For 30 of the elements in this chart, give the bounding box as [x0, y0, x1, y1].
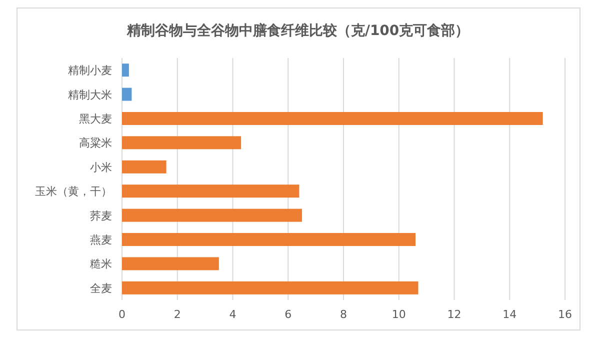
bar [122, 281, 418, 294]
bar [122, 112, 543, 125]
y-tick-label: 全麦 [90, 282, 112, 295]
x-tick-label: 8 [340, 308, 347, 321]
bar [122, 257, 219, 270]
x-tick-label: 6 [284, 308, 292, 321]
x-tick-label: 10 [392, 308, 406, 321]
bar [122, 160, 166, 174]
y-tick-label: 燕麦 [90, 234, 112, 246]
y-tick-label: 荞麦 [90, 209, 112, 222]
bar [122, 136, 242, 150]
bar [122, 233, 416, 246]
x-tick-label: 14 [502, 308, 517, 321]
y-tick-label: 精制大米 [68, 88, 112, 102]
bar [122, 64, 129, 77]
bar [122, 184, 300, 198]
y-tick-label: 黑大麦 [79, 112, 112, 126]
y-tick-label: 糙米 [90, 258, 112, 271]
x-tick-label: 12 [447, 308, 462, 321]
bar [122, 88, 132, 101]
y-tick-label: 小米 [90, 160, 112, 174]
y-tick-label: 玉米（黄，干） [35, 185, 112, 198]
bar [122, 208, 302, 222]
x-tick-label: 0 [118, 308, 126, 321]
x-tick-label: 2 [174, 308, 181, 321]
y-tick-label: 高粱米 [79, 136, 112, 150]
x-tick-label: 16 [558, 308, 572, 321]
chart-title: 精制谷物与全谷物中膳食纤维比较（克/100克可食部） [126, 22, 470, 39]
x-tick-label: 4 [229, 308, 236, 321]
y-tick-label: 精制小麦 [68, 64, 112, 78]
